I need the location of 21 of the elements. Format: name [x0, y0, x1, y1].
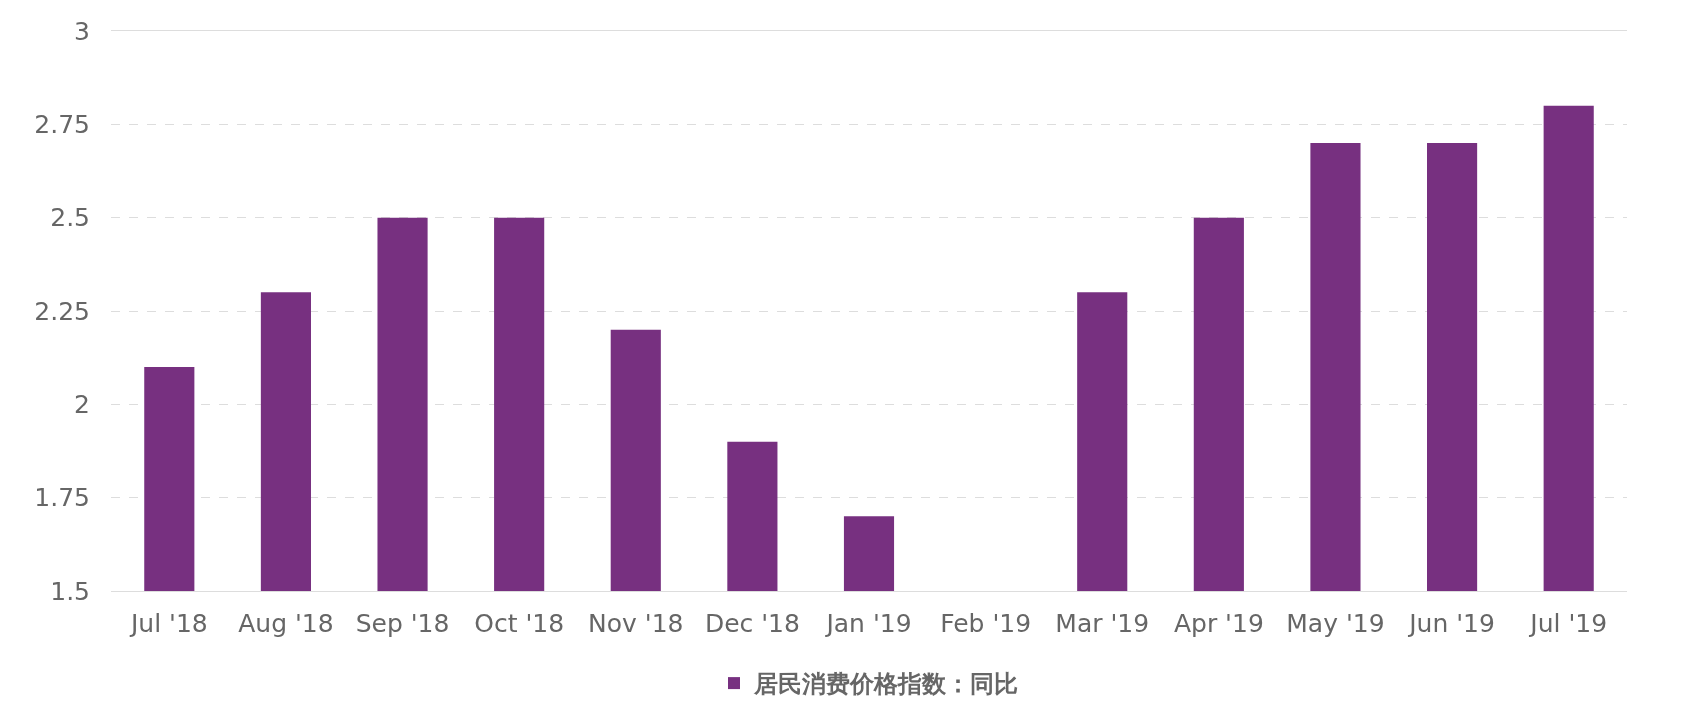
x-tick-label: Mar '19	[1055, 609, 1150, 638]
x-tick-label: Dec '18	[704, 609, 800, 638]
x-tick-label: Jul '18	[128, 609, 208, 638]
y-tick-label: 2.75	[34, 110, 90, 140]
y-tick-label: 2	[74, 390, 90, 420]
y-tick-label: 2.5	[50, 203, 90, 233]
x-tick-label: Apr '19	[1173, 609, 1264, 638]
x-tick-label: Sep '18	[355, 609, 450, 638]
y-tick-label: 1.75	[34, 483, 90, 513]
x-tick-label: May '19	[1286, 609, 1385, 638]
x-tick-label: Nov '18	[588, 609, 684, 638]
x-tick-label: Aug '18	[238, 609, 334, 638]
x-tick-label: Feb '19	[940, 609, 1032, 638]
x-tick-label: Jul '19	[1528, 609, 1608, 638]
x-tick-label: Jan '19	[824, 609, 912, 638]
legend-label: 居民消费价格指数：同比	[753, 670, 1018, 699]
x-tick-label: Oct '18	[474, 609, 565, 638]
y-tick-label: 3	[74, 16, 90, 46]
y-tick-label: 1.5	[50, 576, 90, 606]
x-tick-label: Jun '19	[1407, 609, 1495, 638]
y-tick-label: 2.25	[34, 296, 90, 326]
